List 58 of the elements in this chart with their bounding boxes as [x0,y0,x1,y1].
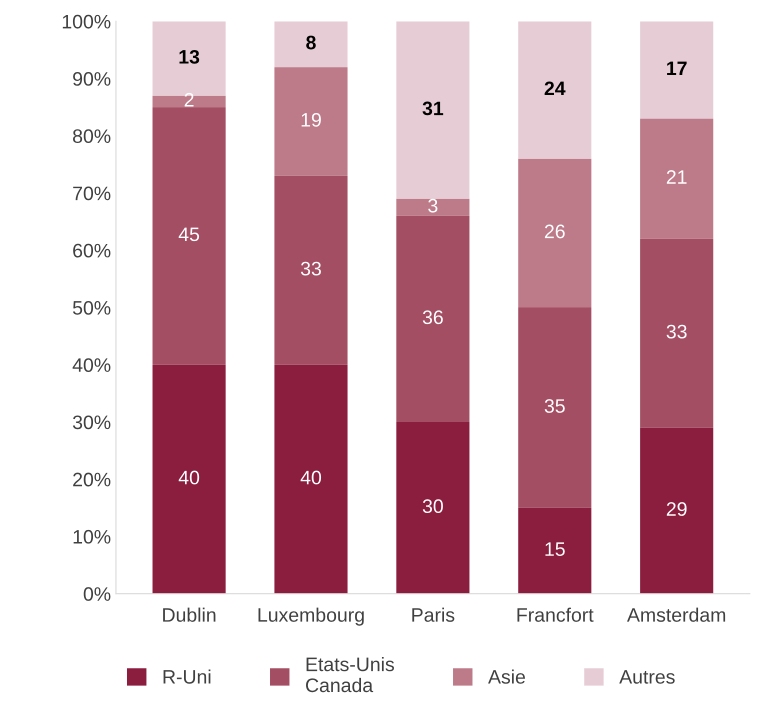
x-tick-label: Francfort [517,608,594,622]
y-tick-label: 60% [73,244,110,258]
data-label: 19 [302,112,321,127]
y-tick-label: 100% [62,14,110,29]
y-tick-label: 50% [72,300,110,315]
bar [396,198,470,216]
y-tick-label: 90% [73,72,110,86]
bar [640,428,714,594]
data-label: 29 [666,502,687,516]
data-label: 24 [544,81,566,96]
data-label: 3 [428,198,438,213]
data-label: 40 [178,470,200,484]
y-tick-label: 20% [73,472,110,486]
data-label: 21 [666,170,687,184]
data-label: 8 [306,36,316,50]
bar [640,21,714,119]
y-tick-label: 10% [74,530,110,544]
bar [274,21,348,68]
data-label: 45 [178,228,200,242]
x-tick-label: Luxembourg [258,608,364,626]
data-label: 15 [545,542,565,556]
bar [274,176,348,365]
data-label: 31 [422,101,444,116]
bar [152,107,226,365]
data-label: 30 [422,499,443,514]
data-label: 17 [667,62,687,76]
bar [396,216,470,422]
y-tick-label: 70% [73,186,110,200]
legend-label: Autres [619,670,675,684]
data-label: 33 [666,324,687,338]
x-tick-label: Dublin [163,608,216,622]
bar [396,21,470,199]
data-label: 33 [300,262,321,276]
x-tick-label: Amsterdam [627,608,726,622]
data-label: 35 [544,399,565,413]
data-label: 13 [180,50,200,64]
bar [274,364,348,594]
legend-label: Asie [488,669,525,684]
data-label: 2 [184,92,194,106]
y-tick-label: 0% [84,587,110,601]
data-label: 36 [422,310,443,324]
bar [640,118,714,239]
y-tick-label: 80% [73,129,110,144]
bar [518,21,592,159]
y-tick-label: 40% [72,358,110,372]
data-label: 40 [300,470,322,484]
bar [640,238,714,428]
bar [396,422,470,594]
bar [518,158,592,308]
x-tick-label: Paris [412,608,454,622]
y-tick-label: 30% [72,415,110,430]
bar [518,508,592,594]
legend-label: Etats-Unis Canada [306,656,394,692]
data-label: 26 [544,224,565,238]
bar [274,67,348,176]
bar [518,308,592,508]
legend-label: R-Uni [164,669,210,684]
bar [152,364,226,594]
